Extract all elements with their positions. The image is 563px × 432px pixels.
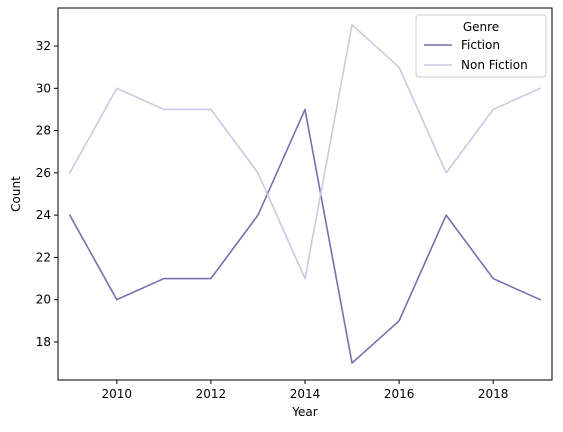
y-tick-label: 18 <box>36 335 51 349</box>
y-axis: 18 20 22 24 26 28 30 32 <box>36 39 58 349</box>
x-tick-label: 2018 <box>478 387 509 401</box>
y-tick-label: 28 <box>36 124 51 138</box>
legend-label: Fiction <box>461 38 500 52</box>
y-tick-label: 26 <box>36 166 51 180</box>
series-line-fiction <box>68 108 542 364</box>
y-tick-label: 20 <box>36 293 51 307</box>
legend-items: Fiction Non Fiction <box>424 38 528 72</box>
x-axis: 2010 2012 2014 2016 2018 <box>102 380 509 401</box>
series-layer <box>68 24 542 364</box>
y-tick-label: 30 <box>36 81 51 95</box>
series-line-non-fiction <box>68 24 542 280</box>
y-tick-label: 22 <box>36 250 51 264</box>
legend: Genre Fiction Non Fiction <box>415 14 547 78</box>
x-tick-label: 2012 <box>196 387 227 401</box>
x-tick-label: 2016 <box>384 387 415 401</box>
y-tick-label: 24 <box>36 208 51 222</box>
x-tick-label: 2014 <box>290 387 321 401</box>
legend-title: Genre <box>463 20 499 34</box>
x-axis-label: Year <box>291 405 317 419</box>
legend-box <box>415 14 547 78</box>
x-tick-label: 2010 <box>102 387 133 401</box>
y-axis-label: Count <box>9 176 23 212</box>
legend-label: Non Fiction <box>461 58 528 72</box>
y-tick-label: 32 <box>36 39 51 53</box>
